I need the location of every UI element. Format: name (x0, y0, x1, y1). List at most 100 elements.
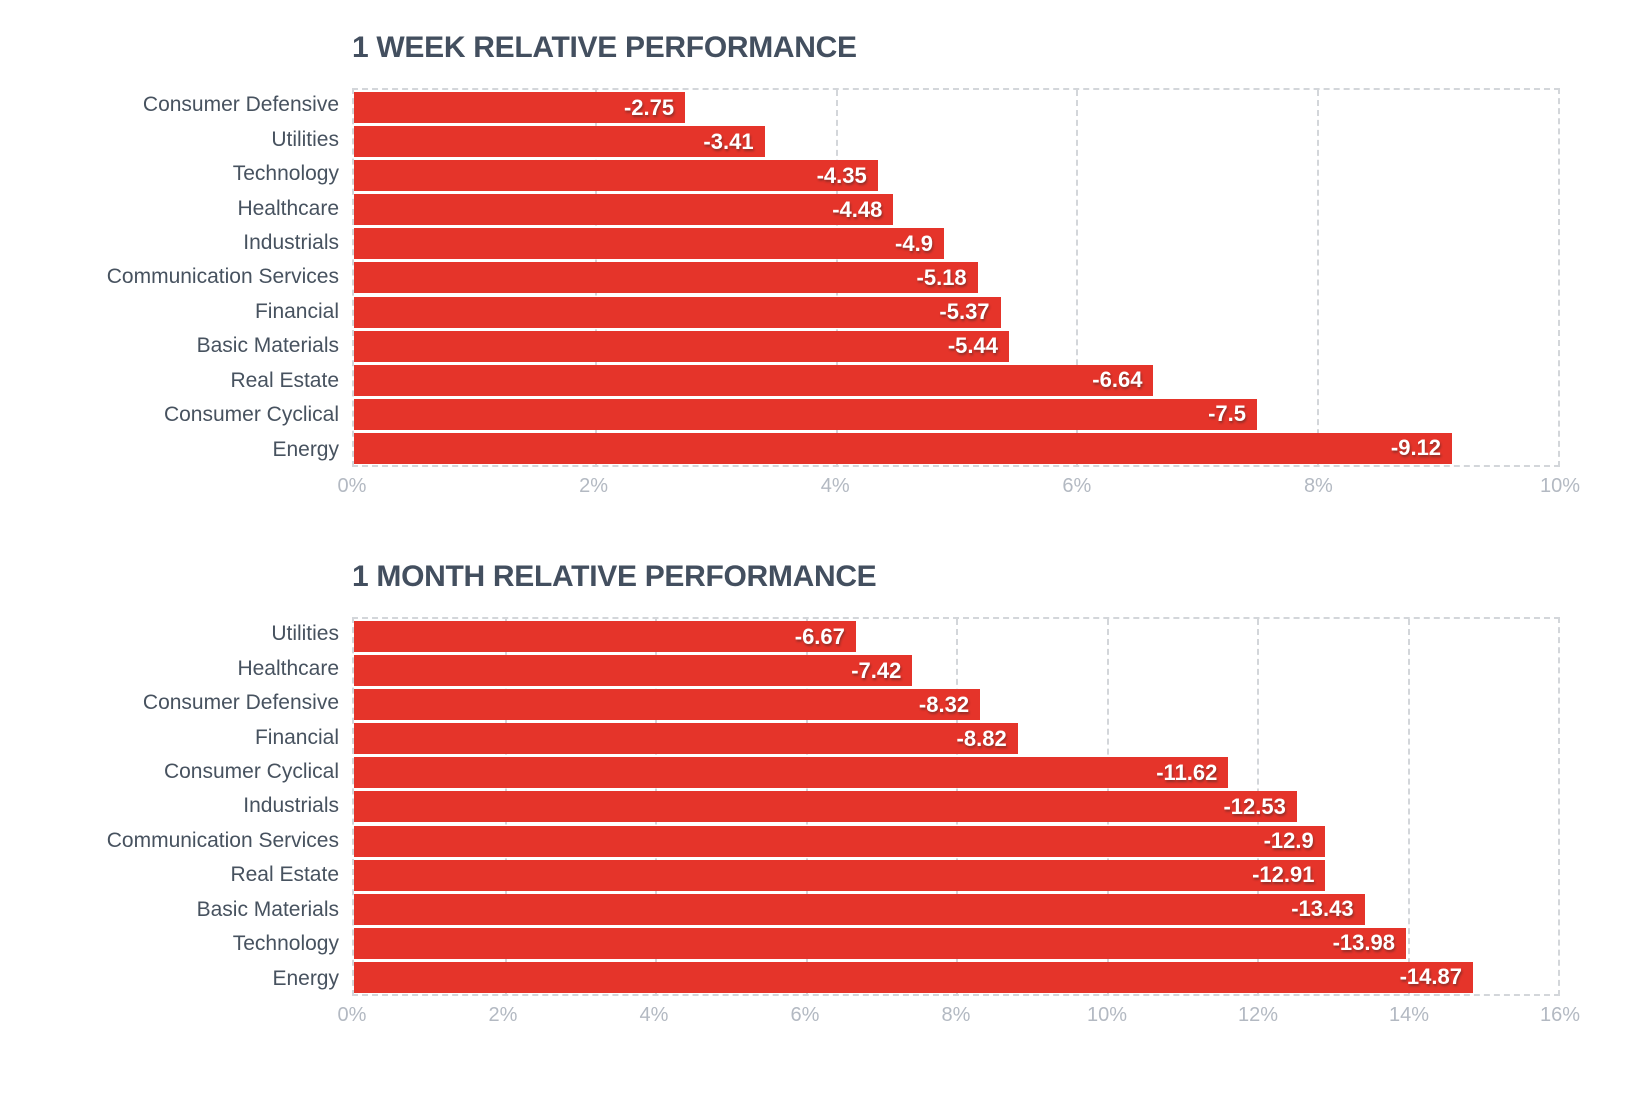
bar-value-label: -9.12 (1390, 435, 1442, 461)
bar-row: -4.35 (354, 158, 1558, 192)
bar-row: -13.43 (354, 892, 1558, 926)
bar-value-label: -12.91 (1252, 862, 1315, 888)
bar-healthcare: -4.48 (354, 194, 894, 226)
bar-value-label: -7.5 (1208, 401, 1246, 427)
bar-value-label: -7.42 (851, 657, 902, 683)
x-axis: 0% 2% 4% 6% 8% 10% 12% 14% 16% (338, 996, 1580, 1028)
bar-value-label: -4.9 (895, 230, 933, 256)
bar-utilities: -6.67 (354, 621, 856, 652)
bars-layer: -6.67 -7.42 -8.32 -8.82 -11.62 -12.53 -12.9 -12… (354, 619, 1558, 994)
bar-communication-services: -12.9 (354, 825, 1325, 857)
bar-row: -7.5 (354, 397, 1558, 431)
category-label: Consumer Defensive (142, 691, 339, 715)
x-axis-tick-label: 6% (790, 1004, 820, 1026)
bar-consumer-cyclical: -7.5 (354, 398, 1257, 430)
bar-row: -4.48 (354, 192, 1558, 226)
bar-row: -12.91 (354, 858, 1558, 892)
category-label: Basic Materials (196, 897, 339, 921)
x-axis-tick-label: 8% (941, 1004, 971, 1026)
gridline (1317, 90, 1320, 465)
category-label: Utilities (271, 127, 339, 151)
bar-value-label: -2.75 (623, 94, 675, 120)
bar-value-label: -12.9 (1263, 828, 1314, 854)
bar-technology: -13.98 (354, 927, 1406, 959)
x-axis-tick-label: 2% (579, 475, 609, 497)
x-axis-tick-label: 10% (1086, 1004, 1128, 1026)
bar-real-estate: -12.91 (354, 859, 1326, 891)
bar-row: -6.67 (354, 619, 1558, 653)
category-label: Technology (232, 932, 339, 956)
bar-value-label: -6.64 (1092, 367, 1143, 393)
bar-value-label: -5.44 (947, 333, 998, 359)
bar-energy: -14.87 (354, 961, 1473, 993)
gridline (1076, 90, 1079, 465)
bar-consumer-cyclical: -11.62 (354, 757, 1229, 789)
x-axis-tick-label: 6% (1062, 475, 1092, 497)
bar-value-label: -11.62 (1156, 759, 1218, 785)
x-axis-tick-label: 4% (639, 1004, 669, 1026)
category-label: Communication Services (106, 265, 339, 289)
bar-row: -8.82 (354, 721, 1558, 755)
bar-consumer-defensive: -2.75 (354, 92, 686, 123)
bar-value-label: -6.67 (794, 623, 845, 649)
category-label: Energy (272, 966, 339, 990)
bar-financial: -5.37 (354, 296, 1001, 328)
category-label: Healthcare (237, 656, 339, 680)
bar-row: -14.87 (354, 960, 1558, 994)
category-label: Financial (254, 725, 339, 749)
bar-row: -5.44 (354, 329, 1558, 363)
chart-title: 1 MONTH RELATIVE PERFORMANCE (352, 560, 877, 593)
bar-industrials: -12.53 (354, 791, 1297, 823)
bar-row: -3.41 (354, 124, 1558, 158)
bar-financial: -8.82 (354, 723, 1018, 755)
bar-value-label: -12.53 (1223, 793, 1286, 819)
category-label: Technology (232, 162, 339, 186)
category-label: Consumer Cyclical (163, 760, 339, 784)
bars-layer: -2.75 -3.41 -4.35 -4.48 -4.9 -5.18 -5.37 -5.44 -… (354, 90, 1558, 465)
bar-row: -7.42 (354, 653, 1558, 687)
chart-1-month-relative-performance: 1 MONTH RELATIVE PERFORMANCE Utilities He… (0, 560, 1580, 1028)
bar-row: -8.32 (354, 687, 1558, 721)
category-label: Basic Materials (196, 334, 339, 358)
x-axis-tick-label: 0% (337, 1004, 367, 1026)
category-label: Financial (254, 299, 339, 323)
bar-row: -5.37 (354, 295, 1558, 329)
category-label: Industrials (243, 794, 339, 818)
bar-row: -5.18 (354, 260, 1558, 294)
x-axis-tick-label: 14% (1388, 1004, 1430, 1026)
bar-value-label: -14.87 (1399, 964, 1462, 990)
bar-value-label: -5.37 (939, 299, 990, 325)
category-label: Real Estate (230, 368, 339, 392)
bar-value-label: -13.98 (1332, 930, 1395, 956)
bar-value-label: -4.48 (832, 196, 883, 222)
category-label: Utilities (271, 622, 339, 646)
bar-row: -13.98 (354, 926, 1558, 960)
category-label: Healthcare (237, 196, 339, 220)
chart-title: 1 WEEK RELATIVE PERFORMANCE (352, 31, 857, 64)
bar-value-label: -8.32 (918, 691, 970, 717)
category-labels-column: Consumer Defensive Utilities Technology Hea… (0, 88, 352, 467)
sector-relative-performance-page: { "colors": { "bar": "#e5342a", "title_t… (0, 32, 1636, 1106)
plot-area: -6.67 -7.42 -8.32 -8.82 -11.62 -12.53 -12.9 -12… (352, 617, 1560, 996)
category-label: Energy (272, 437, 339, 461)
plot-area: -2.75 -3.41 -4.35 -4.48 -4.9 -5.18 -5.37 -5.44 -… (352, 88, 1560, 467)
chart-body: Utilities Healthcare Consumer Defensive Fin… (0, 617, 1560, 996)
bar-value-label: -8.82 (956, 725, 1007, 751)
x-axis-tick-label: 16% (1539, 1004, 1581, 1026)
bar-value-label: -4.35 (816, 162, 867, 188)
x-axis-tick-label: 0% (337, 475, 367, 497)
bar-energy: -9.12 (354, 432, 1453, 464)
category-labels-column: Utilities Healthcare Consumer Defensive Fin… (0, 617, 352, 996)
bar-value-label: -13.43 (1291, 896, 1354, 922)
bar-communication-services: -5.18 (354, 262, 978, 294)
bar-industrials: -4.9 (354, 228, 944, 260)
x-axis-tick-label: 8% (1303, 475, 1333, 497)
chart-body: Consumer Defensive Utilities Technology Hea… (0, 88, 1560, 467)
category-label: Real Estate (230, 863, 339, 887)
bar-row: -2.75 (354, 90, 1558, 124)
bar-value-label: -5.18 (916, 264, 967, 290)
category-label: Consumer Cyclical (163, 403, 339, 427)
x-axis-tick-label: 12% (1237, 1004, 1279, 1026)
chart-1-week-relative-performance: 1 WEEK RELATIVE PERFORMANCE Consumer Def… (0, 31, 1580, 499)
bar-real-estate: -6.64 (354, 364, 1154, 396)
